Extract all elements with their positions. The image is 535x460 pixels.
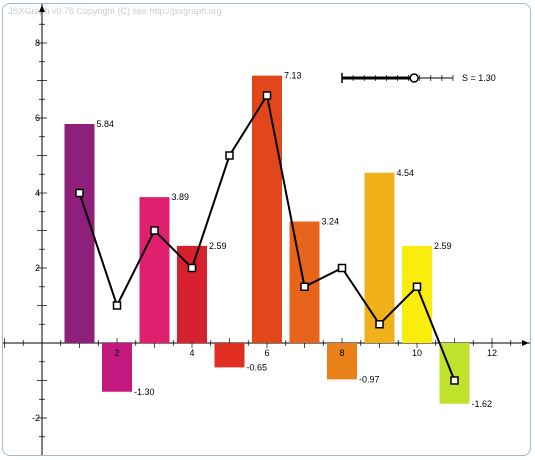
y-tick-label: -2 (32, 413, 40, 423)
line-point-handle[interactable] (337, 263, 347, 273)
slider-knob[interactable] (409, 73, 419, 83)
bar-value-label: 4.54 (397, 168, 415, 178)
x-tick-label: 8 (339, 348, 344, 358)
bar-value-label: 3.24 (322, 217, 340, 227)
bar[interactable] (139, 197, 170, 343)
x-tick-label: 2 (114, 348, 119, 358)
line-point-handle[interactable] (112, 301, 122, 310)
bar[interactable] (64, 124, 95, 343)
line-point-handle[interactable] (450, 376, 459, 385)
x-tick-label: 12 (487, 348, 497, 358)
line-point-handle[interactable] (187, 263, 197, 273)
bar[interactable] (177, 245, 207, 343)
bar-value-label: -0.65 (247, 362, 268, 372)
line-point-handle[interactable] (262, 91, 272, 100)
bar-value-label: 7.13 (284, 71, 302, 81)
bar-value-label: -1.62 (472, 399, 493, 409)
line-point-handle[interactable] (75, 188, 84, 198)
jsxgraph-board[interactable]: JSXGraph v0.76 Copyright (C) see http://… (2, 3, 531, 456)
y-tick-label: 2 (35, 263, 40, 273)
bar-value-label: 5.84 (97, 119, 115, 129)
bar-value-label: 2.59 (209, 241, 227, 251)
bar[interactable] (327, 343, 357, 380)
y-axis-arrow (39, 5, 45, 12)
line-point-handle[interactable] (225, 151, 234, 160)
x-tick-label: 4 (189, 348, 194, 358)
bar[interactable] (252, 75, 282, 343)
x-tick-label: 10 (412, 348, 422, 358)
bar-value-label: -1.30 (134, 387, 155, 397)
copyright-notice: JSXGraph v0.76 Copyright (C) see http://… (8, 6, 222, 16)
bar[interactable] (402, 245, 432, 343)
y-tick-label: 8 (35, 38, 40, 48)
bar[interactable] (102, 343, 132, 392)
bar-value-label: -0.97 (359, 374, 380, 384)
bar-value-label: 2.59 (434, 241, 452, 251)
line-point-handle[interactable] (412, 282, 422, 291)
x-tick-label: 6 (264, 348, 269, 358)
chart-canvas[interactable]: 2 4 6 8 10 12 8 6 4 2 -2 5.84 -1.30 3.89 2.59 -0.65 7.13… (3, 4, 530, 455)
bar[interactable] (214, 343, 245, 368)
bar-value-label: 3.89 (172, 192, 190, 202)
line-point-handle[interactable] (375, 320, 384, 329)
slider-label: S = 1.30 (462, 73, 496, 83)
line-point-handle[interactable] (300, 282, 309, 291)
line-point-handle[interactable] (150, 226, 159, 235)
y-tick-label: 6 (35, 113, 40, 123)
bar[interactable] (364, 172, 395, 343)
y-tick-label: 4 (35, 188, 40, 198)
x-axis-arrow (522, 340, 529, 346)
